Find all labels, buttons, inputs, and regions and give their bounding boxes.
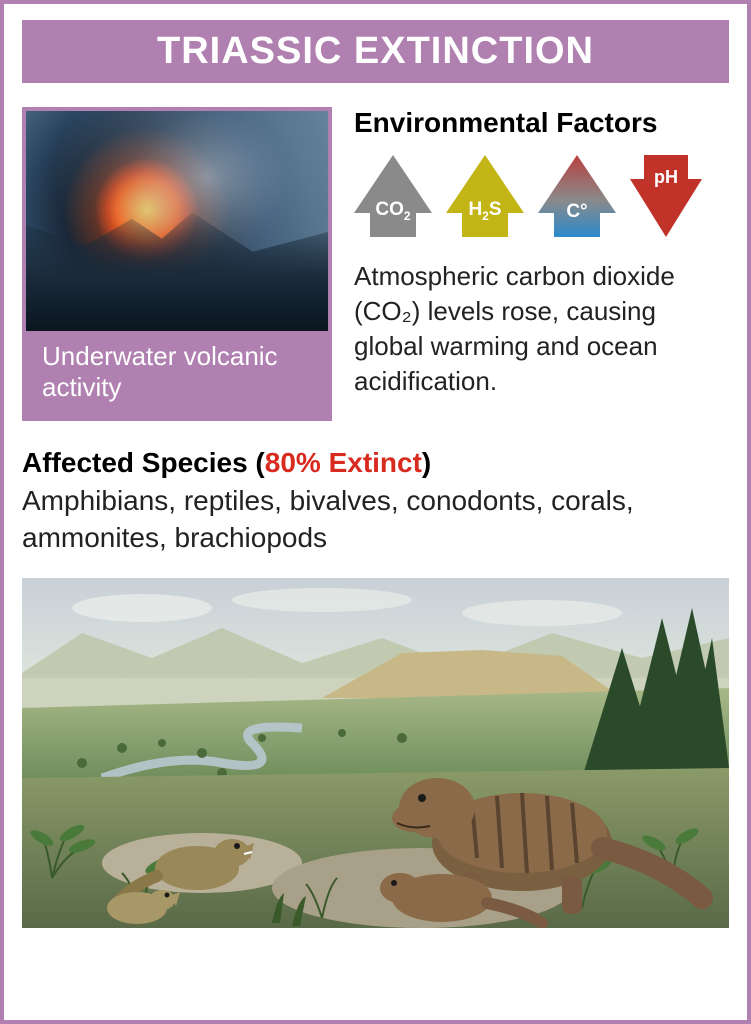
- page-title: TRIASSIC EXTINCTION: [157, 30, 594, 72]
- volcanic-caption: Underwater volcanic activity: [26, 331, 328, 417]
- co2-label: CO2: [375, 199, 410, 223]
- top-section: Underwater volcanic activity Environment…: [22, 107, 729, 421]
- co2-up-icon: CO2: [354, 155, 432, 237]
- species-list: Amphibians, reptiles, bivalves, conodont…: [22, 483, 729, 556]
- ph-down-icon: pH: [630, 155, 702, 237]
- page-title-banner: TRIASSIC EXTINCTION: [22, 20, 729, 83]
- landscape-illustration: [22, 578, 729, 928]
- ph-label: pH: [654, 167, 678, 188]
- environmental-description: Atmospheric carbon dioxide (CO₂) levels …: [354, 259, 729, 399]
- environmental-heading: Environmental Factors: [354, 107, 729, 139]
- temperature-up-icon: C°: [538, 155, 616, 237]
- environmental-icons: CO2 H2S: [354, 155, 729, 237]
- h2s-up-icon: H2S: [446, 155, 524, 237]
- species-heading: Affected Species (80% Extinct): [22, 447, 729, 479]
- h2s-label: H2S: [468, 199, 501, 223]
- environmental-column: Environmental Factors CO2 H2S: [354, 107, 729, 421]
- species-heading-suffix: ): [422, 447, 431, 478]
- volcanic-image: [26, 111, 328, 331]
- extinct-percentage: 80% Extinct: [265, 447, 422, 478]
- species-heading-prefix: Affected Species (: [22, 447, 265, 478]
- temperature-label: C°: [566, 201, 587, 223]
- volcanic-card: Underwater volcanic activity: [22, 107, 332, 421]
